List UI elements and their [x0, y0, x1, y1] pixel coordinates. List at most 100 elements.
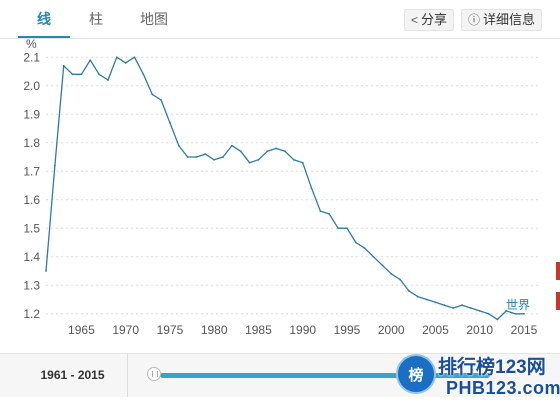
x-tick-label: 1965: [68, 323, 95, 337]
tab-line[interactable]: 线: [18, 0, 70, 38]
edge-marker: [556, 292, 560, 310]
info-icon: ⓘ: [468, 13, 481, 27]
data-point-2004: [425, 298, 428, 301]
edge-marker: [556, 262, 560, 280]
data-point-1970: [124, 62, 127, 64]
data-point-2008: [461, 304, 463, 307]
data-point-1988: [284, 150, 286, 153]
x-tick-label: 1985: [245, 323, 272, 337]
site-watermark: 榜 排行榜123网 PHB123.com: [392, 346, 560, 404]
share-label: 分享: [421, 12, 448, 27]
watermark-url: PHB123.com: [446, 378, 560, 398]
data-point-1968: [107, 79, 109, 81]
data-point-1974: [160, 99, 162, 101]
y-tick-label: 1.5: [23, 221, 40, 235]
line-chart: 1.21.31.41.51.61.71.81.92.02.1 1965 1970 1…: [23, 38, 540, 337]
details-button[interactable]: ⓘ 详细信息: [461, 9, 543, 31]
data-point-1996: [354, 241, 357, 244]
y-tick-label: 1.8: [23, 136, 40, 150]
data-point-1986: [266, 150, 269, 153]
data-point-1967: [98, 73, 101, 76]
x-tick-label: 2005: [422, 323, 449, 337]
data-point-1965: [80, 73, 83, 76]
series-line-world: [45, 56, 524, 321]
data-point-1999: [381, 264, 384, 267]
data-point-1983: [239, 150, 242, 153]
data-point-1969: [115, 56, 118, 59]
series-points: [45, 56, 525, 321]
data-point-2000: [390, 272, 393, 275]
data-point-1979: [204, 153, 207, 156]
data-point-2006: [443, 304, 446, 307]
data-point-2012: [496, 318, 499, 321]
y-tick-label: 1.7: [23, 164, 40, 178]
x-tick-label: 1980: [201, 323, 228, 337]
data-point-2003: [416, 295, 419, 298]
y-tick-label: 1.9: [23, 107, 40, 121]
share-icon: <: [411, 13, 419, 27]
data-point-2007: [452, 307, 455, 309]
data-point-1962: [53, 164, 56, 167]
range-slider-handle[interactable]: [147, 367, 161, 381]
data-point-2009: [469, 307, 472, 309]
data-point-1976: [177, 144, 180, 147]
data-point-1993: [328, 213, 331, 215]
data-point-2015: [523, 312, 525, 315]
data-point-1963: [62, 64, 65, 67]
x-tick-label: 2000: [378, 323, 405, 337]
data-point-1971: [133, 56, 136, 59]
x-tick-label: 1995: [334, 323, 361, 337]
details-label: 详细信息: [483, 12, 536, 27]
y-tick-label: 2.1: [23, 50, 40, 64]
data-point-1990: [301, 161, 304, 164]
chart-grid: [46, 56, 540, 315]
y-tick-label: 1.4: [23, 250, 40, 264]
data-point-1985: [257, 158, 260, 161]
range-label: 1961 - 2015: [18, 354, 128, 397]
y-tick-label: 1.3: [23, 278, 40, 292]
data-point-1975: [169, 121, 171, 124]
data-point-1978: [195, 156, 198, 158]
data-point-1961: [45, 270, 47, 272]
data-point-1966: [89, 59, 92, 61]
tab-map[interactable]: 地图: [140, 11, 168, 27]
data-point-1992: [319, 210, 322, 213]
data-point-1973: [151, 93, 154, 96]
series-label-world: 世界: [506, 298, 530, 312]
watermark-logo: 榜: [396, 354, 436, 394]
data-point-2013: [505, 310, 508, 312]
data-point-2002: [408, 290, 410, 292]
data-point-1991: [310, 187, 313, 190]
x-tick-label: 2010: [466, 323, 493, 337]
data-point-2005: [434, 301, 437, 304]
data-point-1989: [292, 158, 295, 161]
x-tick-label: 1970: [112, 323, 139, 337]
data-point-1981: [222, 156, 224, 158]
x-tick-label: 2015: [511, 323, 538, 337]
tab-bar[interactable]: 柱: [89, 11, 103, 27]
data-point-1994: [337, 227, 340, 230]
data-point-2010: [478, 310, 481, 312]
x-axis-ticks: 1965 1970 1975 1980 1985 1990 1995 2000 2005 2010…: [68, 323, 538, 337]
range-slider-track[interactable]: [160, 373, 490, 378]
data-point-1982: [230, 144, 233, 147]
data-point-1972: [142, 73, 145, 76]
watermark-title: 排行榜123网: [438, 357, 546, 378]
y-tick-label: 1.6: [23, 193, 40, 207]
data-point-1980: [213, 158, 216, 161]
share-button[interactable]: < 分享: [404, 9, 455, 31]
data-point-2011: [487, 312, 490, 315]
y-axis-unit: %: [26, 38, 37, 51]
y-tick-label: 2.0: [23, 79, 40, 93]
data-point-1984: [248, 161, 251, 164]
x-tick-label: 1975: [157, 323, 184, 337]
chart-tabbar: 线 柱 地图 < 分享 ⓘ 详细信息: [0, 0, 560, 39]
x-tick-label: 1990: [289, 323, 316, 337]
data-point-2001: [399, 278, 401, 281]
data-point-1998: [372, 255, 375, 258]
data-point-1977: [186, 156, 189, 158]
data-point-1964: [71, 73, 74, 76]
y-axis-ticks: 1.2 1.3 1.4 1.5 1.6 1.7 1.8 1.9 2.0 2.1: [23, 50, 40, 321]
time-range-footer: 1961 - 2015: [0, 353, 560, 397]
data-point-1995: [346, 227, 348, 230]
